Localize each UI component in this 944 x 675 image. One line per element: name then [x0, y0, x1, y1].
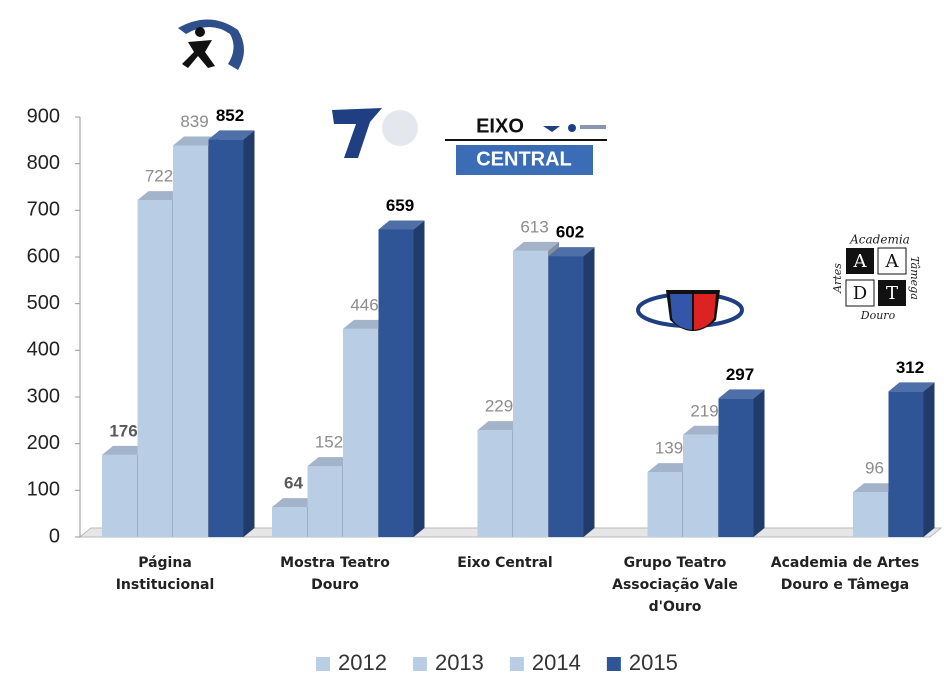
data-label: 446: [350, 295, 378, 314]
x-tick-label: Grupo Teatro Associação Vale d'Ouro: [612, 555, 738, 615]
data-label: 176: [109, 421, 137, 440]
y-tick-label: 800: [27, 152, 60, 174]
legend-swatch: [412, 657, 427, 671]
data-label: 722: [145, 167, 173, 186]
bar: [272, 507, 307, 537]
logo-text: CENTRAL: [476, 148, 572, 170]
x-tick-label: Página Institucional: [115, 555, 215, 593]
bar: [307, 466, 343, 537]
x-tick-label: Academia de Artes Douro e Tâmega: [770, 555, 920, 593]
data-label: 297: [726, 365, 754, 384]
bar-side: [243, 130, 255, 537]
data-label: 219: [690, 401, 718, 420]
legend-swatch: [316, 657, 330, 671]
bar-side: [753, 389, 765, 537]
logo-text: A: [853, 251, 868, 272]
logo-mostra: [332, 108, 418, 158]
bar: [718, 398, 754, 537]
bar-top: [137, 191, 184, 201]
bar-top: [173, 136, 219, 146]
data-label: 312: [896, 358, 924, 377]
data-label: 613: [520, 217, 548, 236]
bar-top: [208, 130, 255, 140]
y-tick-label: 200: [27, 432, 60, 454]
data-label: 852: [216, 106, 244, 125]
bar-side: [583, 247, 595, 538]
bar: [513, 250, 548, 537]
logo-text: Douro: [860, 309, 896, 322]
y-tick-label: 900: [27, 105, 60, 127]
bar: [477, 430, 513, 537]
x-tick-label: Mostra Teatro Douro: [280, 555, 390, 593]
logo-grupo: [636, 290, 744, 331]
y-tick-label: 500: [27, 292, 60, 314]
bar-top: [343, 319, 389, 329]
logo-text: T: [886, 283, 898, 304]
legend-swatch: [606, 657, 621, 671]
bar-top: [513, 241, 559, 251]
bar: [378, 229, 414, 537]
data-label: 64: [284, 474, 303, 493]
logo-text: D: [853, 283, 867, 304]
bar-top: [853, 483, 899, 493]
y-tick-label: 300: [27, 385, 60, 407]
legend-label: 2015: [629, 650, 678, 675]
bar: [647, 472, 683, 537]
legend-label: 2012: [338, 650, 387, 675]
data-label: 96: [865, 459, 884, 478]
logo-text: Tâmega: [908, 256, 921, 300]
legend-label: 2013: [435, 650, 484, 675]
bar-top: [548, 247, 595, 257]
logo-text: EIXO: [476, 115, 524, 137]
bar-side: [413, 220, 425, 537]
y-tick-label: 100: [27, 479, 60, 501]
bar: [208, 139, 244, 537]
bar-top: [718, 389, 765, 399]
bar-top: [378, 220, 425, 230]
logo-academia: Academia A A D T Artes Tâmega Douro: [831, 233, 921, 323]
bar: [173, 145, 208, 537]
bar-top: [647, 463, 694, 473]
y-tick-label: 0: [49, 525, 60, 547]
bar: [102, 454, 137, 537]
y-tick-label: 700: [27, 199, 60, 221]
bar: [343, 328, 378, 537]
bar-top: [307, 457, 354, 467]
data-label: 139: [655, 439, 683, 458]
x-tick-label: Eixo Central: [457, 555, 553, 571]
logo-text: Artes: [831, 263, 844, 294]
bar-top: [272, 498, 318, 508]
data-label: 602: [556, 223, 584, 242]
bar-top: [683, 425, 729, 435]
bar: [683, 434, 718, 537]
bar: [548, 256, 584, 537]
legend-label: 2014: [532, 650, 581, 675]
logo-institucional: [178, 19, 244, 70]
data-label: 839: [180, 112, 208, 131]
logo-eixo: EIXO CENTRAL: [445, 115, 607, 175]
legend-swatch: [509, 657, 524, 671]
bar-top: [477, 421, 524, 431]
bar-top: [888, 382, 935, 392]
data-label: 229: [485, 397, 513, 416]
bar: [853, 492, 888, 537]
bar-side: [923, 382, 935, 537]
logo-text: A: [885, 251, 900, 272]
data-label: 659: [386, 196, 414, 215]
data-label: 152: [315, 433, 343, 452]
bar: [888, 391, 924, 537]
bar: [137, 200, 173, 538]
bar-top: [102, 445, 148, 455]
y-tick-label: 600: [27, 245, 60, 267]
logo-text: Academia: [849, 233, 910, 247]
y-tick-label: 400: [27, 339, 60, 361]
